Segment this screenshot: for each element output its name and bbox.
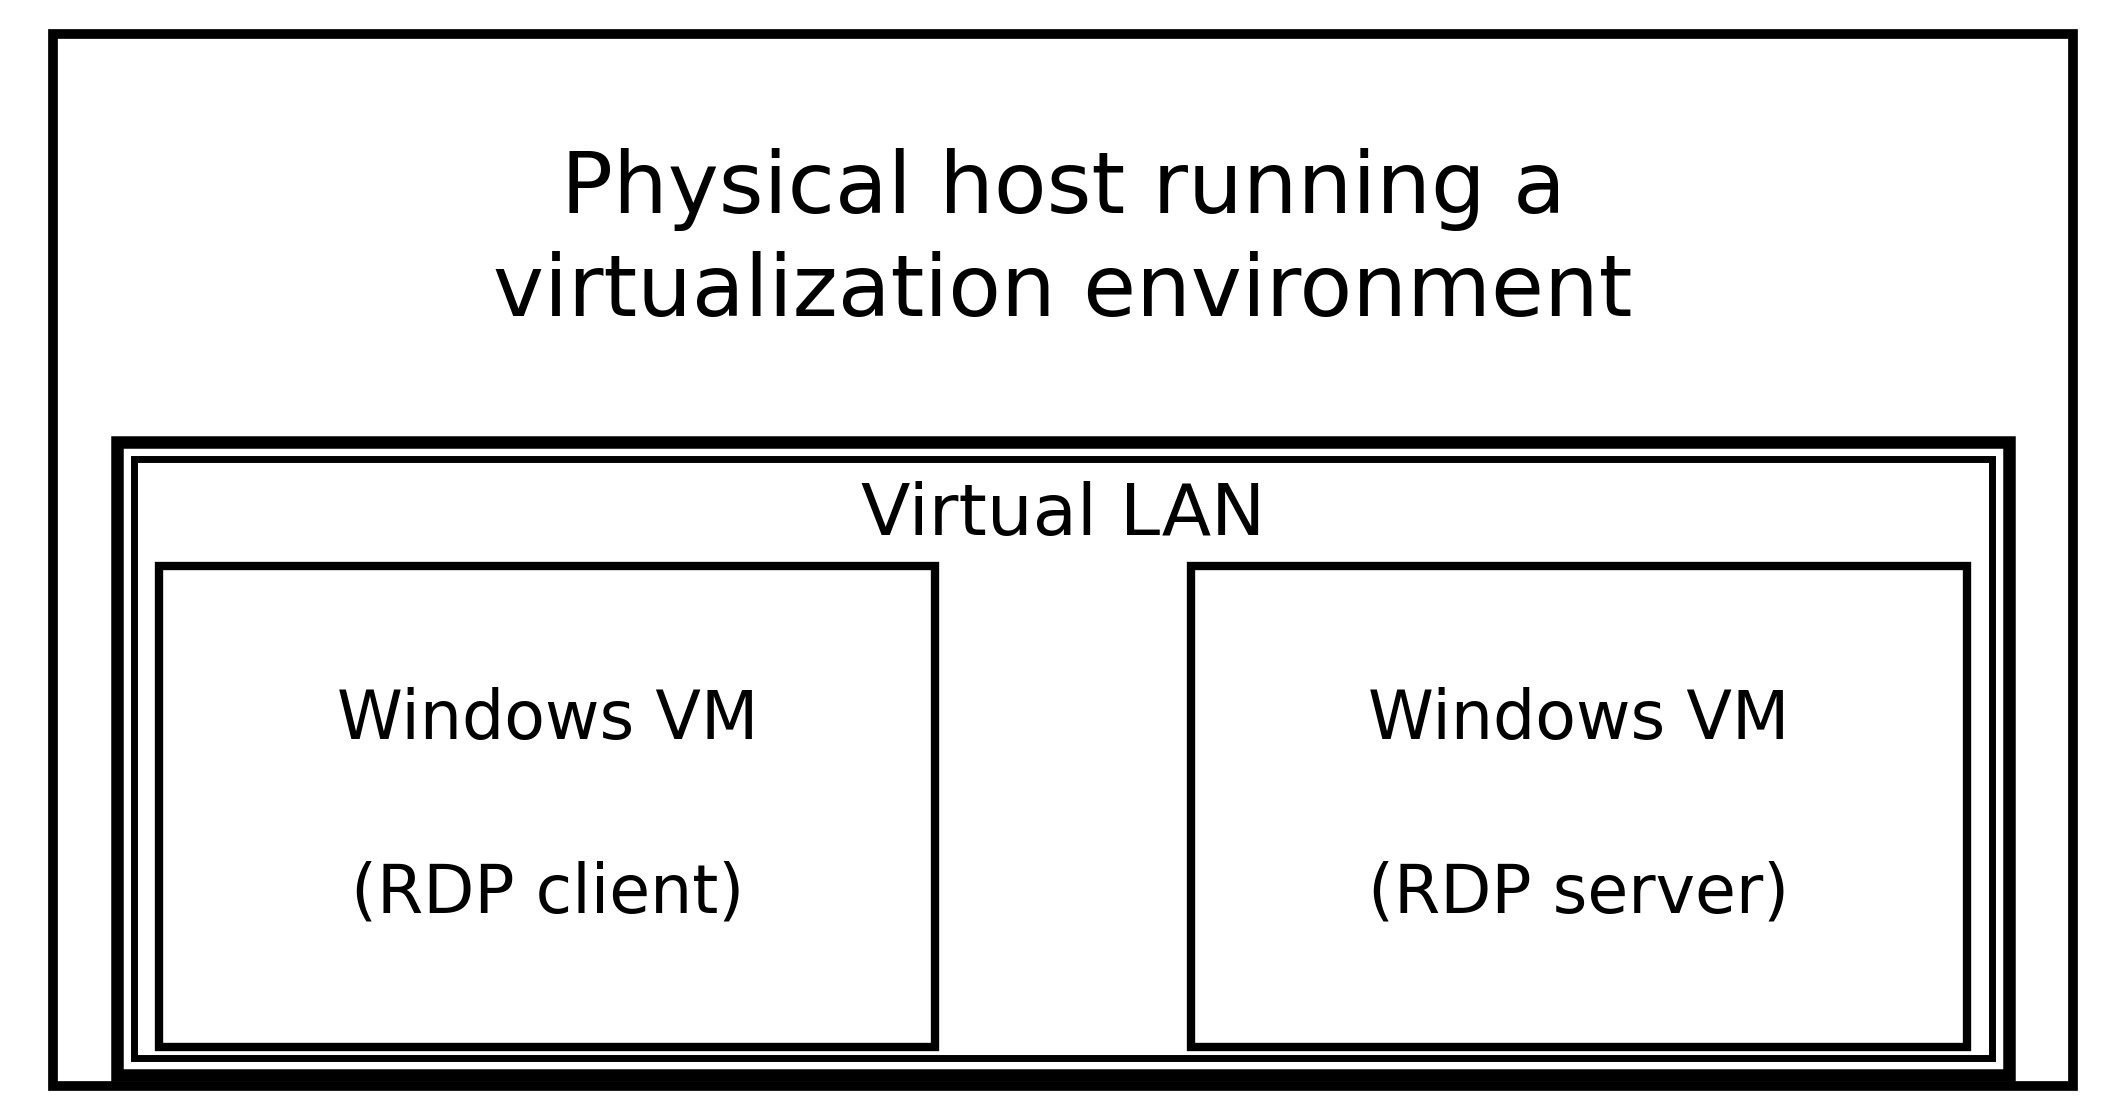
Bar	[134, 459, 1992, 1058]
Text: Virtual LAN: Virtual LAN	[861, 480, 1265, 550]
Text: Physical host running a
virtualization environment: Physical host running a virtualization e…	[493, 148, 1633, 334]
Bar	[1191, 566, 1967, 1047]
Bar	[117, 442, 2009, 1075]
Bar	[159, 566, 935, 1047]
Text: Windows VM

(RDP server): Windows VM (RDP server)	[1367, 687, 1790, 926]
Text: Windows VM

(RDP client): Windows VM (RDP client)	[336, 687, 759, 926]
